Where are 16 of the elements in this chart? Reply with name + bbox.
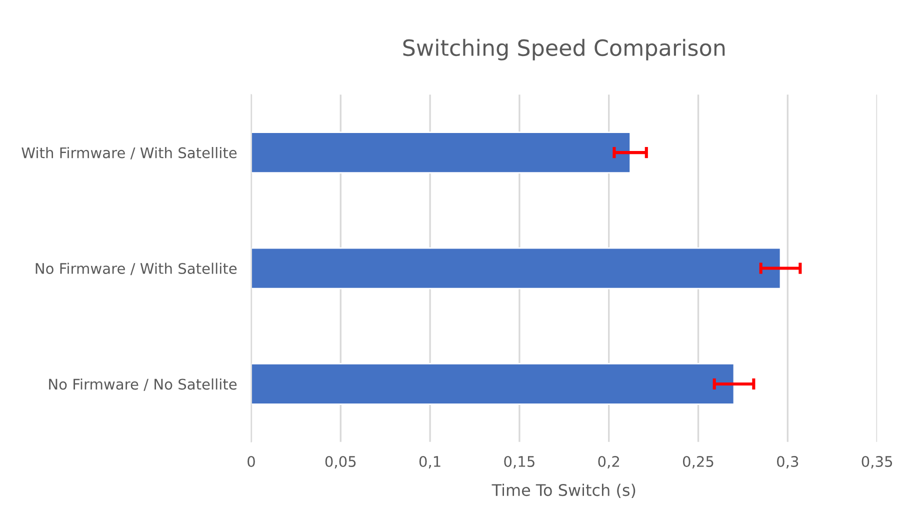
y-tick-label: No Firmware / With Satellite	[36, 262, 237, 276]
x-tick-label: 0,05	[325, 456, 356, 469]
x-tick-label: 0,15	[504, 456, 534, 469]
x-tick-label: 0,25	[682, 456, 714, 469]
x-tick-label: 0,2	[598, 456, 619, 469]
y-tick-label: No Firmware / No Satellite	[49, 378, 237, 391]
bar	[251, 132, 632, 174]
bar	[251, 247, 782, 290]
x-tick-label: 0,3	[777, 456, 798, 469]
x-axis-title: Time To Switch (s)	[492, 484, 636, 498]
x-tick-label: 0	[248, 456, 255, 468]
x-tick-label: 0,1	[419, 456, 440, 469]
chart-title: Switching Speed Comparison	[403, 38, 725, 60]
y-tick-label: With Firmware / With Satellite	[22, 147, 237, 160]
bar	[251, 363, 735, 405]
x-tick-label: 0,35	[862, 456, 892, 469]
